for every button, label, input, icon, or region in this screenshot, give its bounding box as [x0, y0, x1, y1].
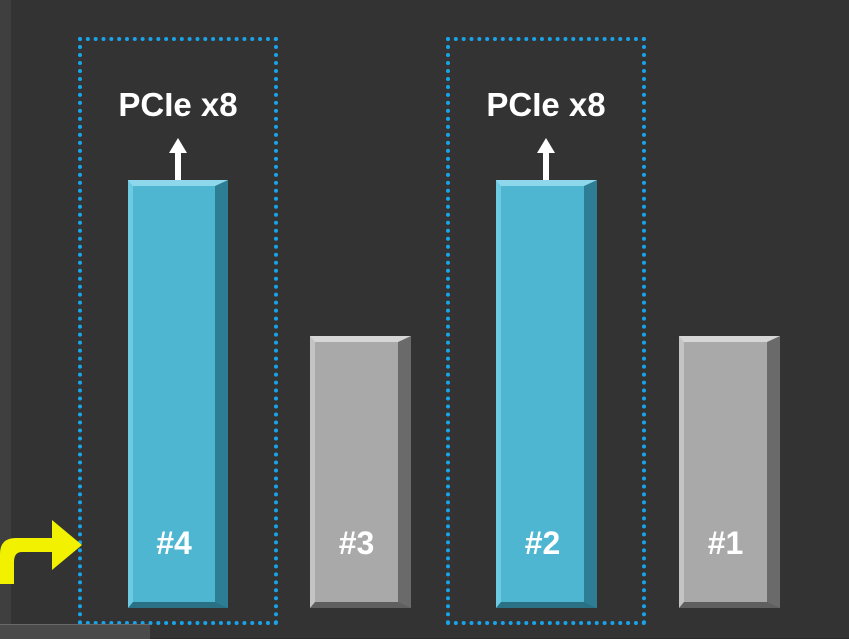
slot-number: #3: [338, 525, 375, 561]
pcie-slot-3: #3: [310, 336, 411, 608]
highlight-box-slot-4: [78, 37, 278, 625]
slot-number: #2: [524, 525, 561, 561]
bus-label-slot-2: PCIe x8: [486, 86, 606, 123]
pcie-slot-2: #2: [496, 180, 597, 608]
bus-label-slot-4: PCIe x8: [118, 86, 238, 123]
arrow-up-icon: [169, 138, 187, 182]
arrow-up-icon: [537, 138, 555, 182]
slot-number: #1: [707, 525, 744, 561]
left-edge: [0, 0, 11, 638]
pcie-slot-1: #1: [679, 336, 780, 608]
bottom-edge-shape: [0, 624, 150, 639]
pcie-slot-4: #4: [128, 180, 228, 608]
highlight-box-slot-2: [446, 37, 646, 625]
curved-arrow-right-icon: [0, 520, 82, 584]
slot-number: #4: [156, 525, 192, 561]
